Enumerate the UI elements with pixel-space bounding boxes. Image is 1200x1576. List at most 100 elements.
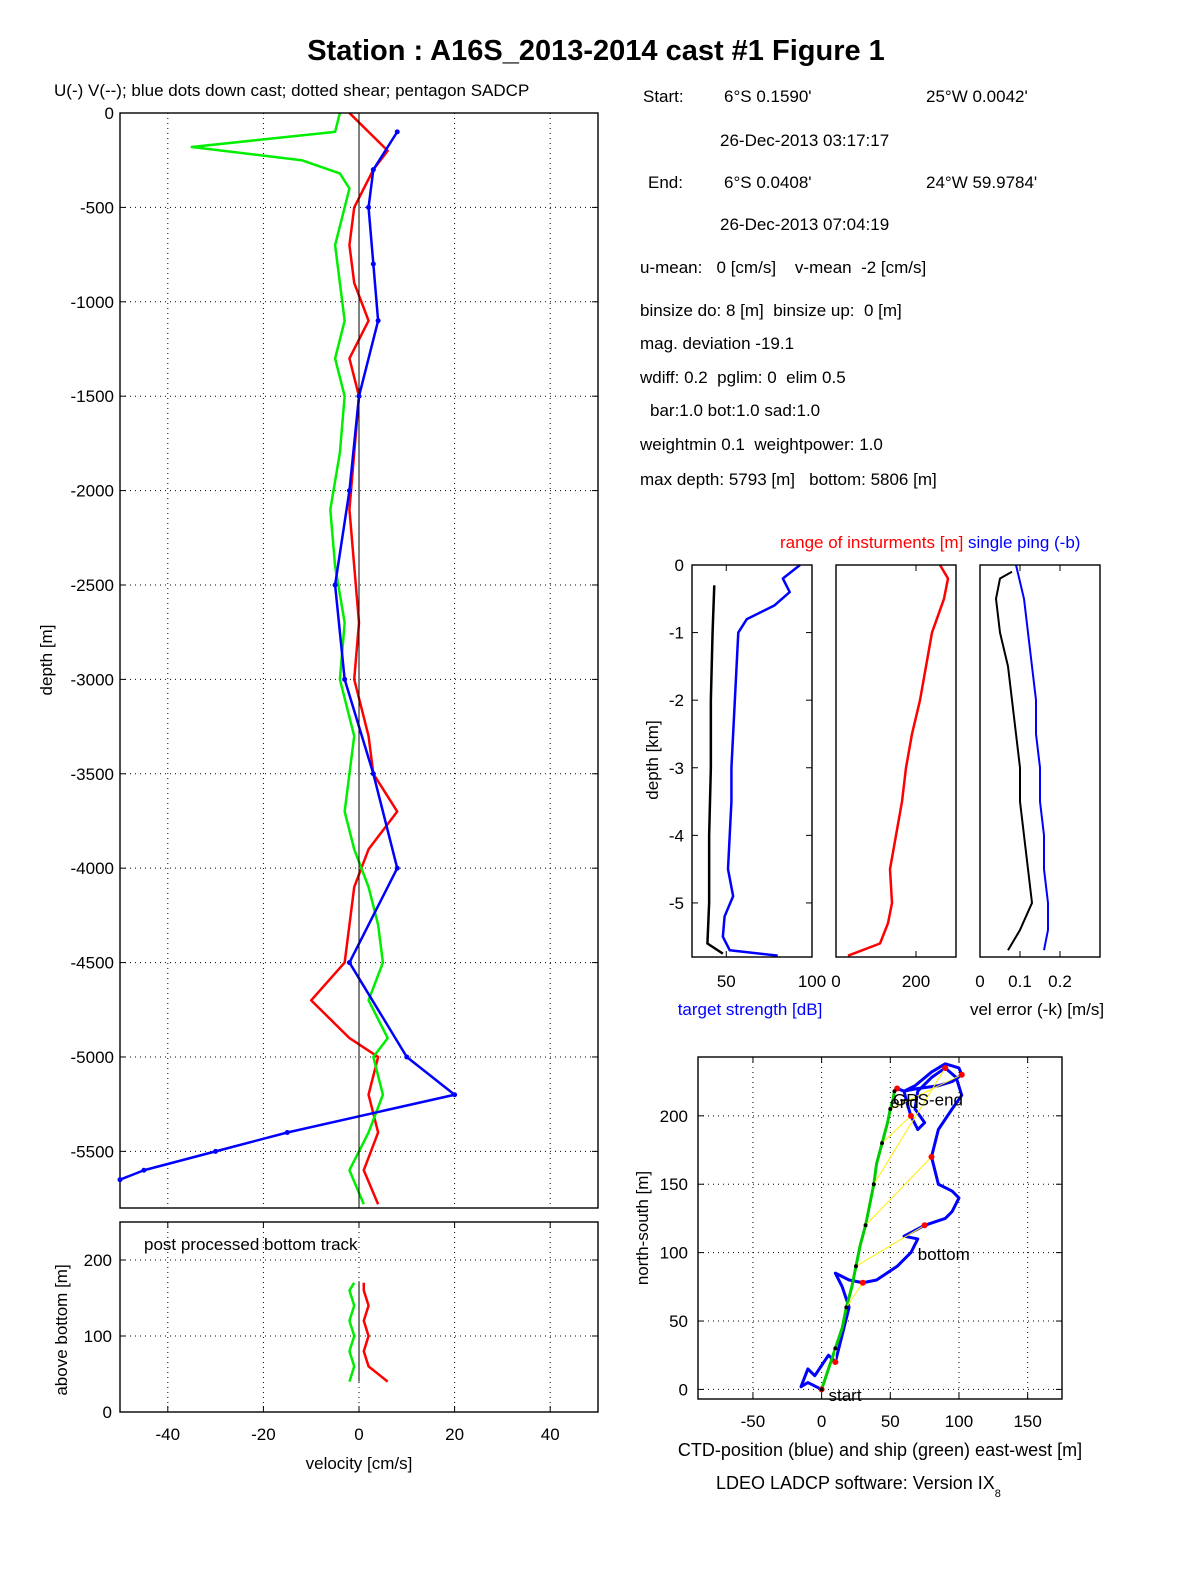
- down-cast-dot: [346, 488, 352, 494]
- ship-marker: [833, 1346, 838, 1351]
- figure-title: Station : A16S_2013-2014 cast #1 Figure …: [307, 35, 885, 67]
- series-line-instrument: [706, 585, 724, 955]
- tick-label-y: 0: [103, 1403, 112, 1422]
- tick-label-y: -4000: [71, 859, 114, 878]
- depth-text: max depth: 5793 [m] bottom: 5806 [m]: [640, 470, 937, 489]
- tick-label-y: -5: [669, 894, 684, 913]
- ctd-marker: [859, 1279, 866, 1286]
- series-line-u: [309, 112, 399, 1205]
- down-cast-dot: [370, 261, 376, 267]
- target-strength-plot: 50 100 0 -1 -2 -3 -4 -5 target strength [dB] dept…: [643, 556, 826, 1019]
- track-plot: -50 0 50 100 150 0 50 100 150 200 start bottom endGP…: [633, 1056, 1082, 1460]
- tick-label-y: 0: [675, 556, 684, 575]
- tick-label-x: 0: [354, 1425, 363, 1444]
- ship-marker: [871, 1182, 876, 1187]
- down-cast-dot: [370, 167, 376, 173]
- start-lon: 25°W 0.0042': [926, 87, 1028, 106]
- tick-label-y: 0: [105, 104, 114, 123]
- series-line-ship: [820, 1090, 896, 1390]
- end-lon: 24°W 59.9784': [926, 173, 1037, 192]
- profile-plot: 0 -500 -1000 -1500 -2000 -2500 -3000 -3500 -4000…: [37, 104, 599, 1209]
- series-line-v: [190, 112, 389, 1205]
- series-line-v: [348, 1282, 356, 1382]
- tick-label-x: 0.1: [1008, 972, 1032, 991]
- tick-label-y: 150: [660, 1175, 688, 1194]
- ship-marker: [880, 1141, 885, 1146]
- annotation-gps-end: GPS-end: [893, 1090, 963, 1109]
- ship-marker: [844, 1305, 849, 1310]
- down-cast-dot: [452, 1092, 458, 1098]
- end-time: 26-Dec-2013 07:04:19: [720, 215, 889, 234]
- tick-label-x: 50: [881, 1412, 900, 1431]
- tick-label-y: -1500: [71, 387, 114, 406]
- y-axis-label: north-south [m]: [633, 1171, 652, 1285]
- tick-label-x: 0.2: [1048, 972, 1072, 991]
- down-cast-dot: [284, 1129, 290, 1135]
- tick-label-x: 0: [831, 972, 840, 991]
- down-cast-dot: [375, 318, 381, 324]
- ctd-marker: [958, 1071, 965, 1078]
- x-axis-label: velocity [cm/s]: [306, 1454, 413, 1473]
- down-cast-dot: [213, 1148, 219, 1154]
- tick-label-x: 100: [798, 972, 826, 991]
- series-line-u-down-cast: [119, 131, 456, 1181]
- panel-title: range of insturments [m]: [780, 533, 963, 552]
- annotation-bottom: bottom: [918, 1245, 970, 1264]
- ctd-marker: [907, 1112, 914, 1119]
- down-cast-dot: [394, 865, 400, 871]
- y-axis-label: above bottom [m]: [52, 1264, 71, 1395]
- plot-frame: [979, 564, 1101, 958]
- tick-label-y: -2000: [71, 482, 114, 501]
- tick-label-x: 20: [445, 1425, 464, 1444]
- tick-label-x: 0: [975, 972, 984, 991]
- legend-text: U(-) V(--); blue dots down cast; dotted …: [54, 81, 529, 100]
- plot-frame: [119, 1221, 599, 1413]
- link-line: [855, 1224, 925, 1267]
- link-line: [873, 1067, 946, 1185]
- tick-label-y: -1000: [71, 293, 114, 312]
- start-lat: 6°S 0.1590': [724, 87, 812, 106]
- tick-label-y: 100: [84, 1327, 112, 1346]
- down-cast-dot: [370, 771, 376, 777]
- ship-marker: [819, 1387, 824, 1392]
- link-line: [845, 1282, 864, 1308]
- ctd-marker: [921, 1222, 928, 1229]
- start-time: 26-Dec-2013 03:17:17: [720, 131, 889, 150]
- tick-label-y: 200: [84, 1251, 112, 1270]
- magdev-text: mag. deviation -19.1: [640, 334, 794, 353]
- series-line-single-ping-b-: [1015, 564, 1049, 951]
- tick-label-x: 0: [817, 1412, 826, 1431]
- panel-title: post processed bottom track: [144, 1235, 358, 1254]
- vel-error-plot: 0 0.1 0.2 single ping (-b) vel error (-k) [m…: [968, 533, 1104, 1019]
- x-axis-label: target strength [dB]: [678, 1000, 823, 1019]
- y-axis-label: depth [m]: [37, 625, 56, 696]
- station-info: Start: 6°S 0.1590' 25°W 0.0042' 26-Dec-2…: [639, 87, 1037, 489]
- start-label: Start:: [643, 87, 684, 106]
- link-line: [865, 1156, 932, 1226]
- tick-label-y: -5500: [71, 1142, 114, 1161]
- tick-label-y: -4500: [71, 954, 114, 973]
- means-text: u-mean: 0 [cm/s] v-mean -2 [cm/s]: [640, 258, 926, 277]
- down-cast-dot: [332, 582, 338, 588]
- link-line: [890, 1074, 962, 1110]
- weight-text: weightmin 0.1 weightpower: 1.0: [639, 435, 883, 454]
- tick-label-y: -3500: [71, 765, 114, 784]
- binsize-text: binsize do: 8 [m] binsize up: 0 [m]: [640, 301, 902, 320]
- tick-label-y: 100: [660, 1244, 688, 1263]
- annotation-end: end: [890, 1093, 918, 1112]
- ship-marker: [863, 1223, 868, 1228]
- tick-label-x: 200: [902, 972, 930, 991]
- tick-label-x: 40: [541, 1425, 560, 1444]
- down-cast-dot: [356, 393, 362, 399]
- tick-label-y: -500: [80, 198, 114, 217]
- software-version-subscript: 8: [995, 1488, 1001, 1500]
- series-line-u: [362, 1282, 389, 1383]
- ctd-marker: [942, 1064, 949, 1071]
- tick-label-y: -2: [669, 691, 684, 710]
- down-cast-dot: [141, 1167, 147, 1173]
- series-line-ctd-position: [799, 1062, 964, 1391]
- series-line-target-strength: [721, 564, 801, 957]
- bottom-track-plot: -40 -20 0 20 40 0 100 200 post processed bottom …: [52, 1221, 599, 1473]
- down-cast-dot: [404, 1054, 410, 1060]
